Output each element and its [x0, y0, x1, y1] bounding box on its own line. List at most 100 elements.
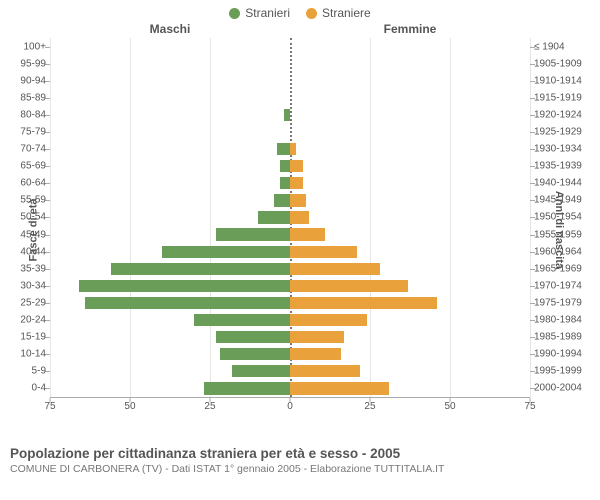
birth-label: 1935-1939: [534, 161, 596, 172]
age-label: 5-9: [6, 366, 46, 377]
bar-female: [290, 228, 325, 240]
legend-swatch-female: [306, 8, 317, 19]
bar-male: [232, 365, 290, 377]
age-label: 85-89: [6, 92, 46, 103]
birth-label: 1995-1999: [534, 366, 596, 377]
bar-row: 55-591945-1949: [50, 192, 530, 209]
birth-label: 1960-1964: [534, 246, 596, 257]
legend-label-male: Stranieri: [245, 6, 290, 20]
x-tick-label: 25: [204, 401, 215, 412]
bar-row: 5-91995-1999: [50, 363, 530, 380]
age-label: 75-79: [6, 127, 46, 138]
bar-female: [290, 331, 344, 343]
header-female: Femmine: [290, 22, 530, 36]
birth-label: 1945-1949: [534, 195, 596, 206]
bar-female: [290, 177, 303, 189]
legend-swatch-male: [229, 8, 240, 19]
x-tick-label: 75: [44, 401, 55, 412]
x-tick-label: 50: [444, 401, 455, 412]
bar-female: [290, 382, 389, 394]
bar-male: [111, 263, 290, 275]
age-label: 65-69: [6, 161, 46, 172]
chart-title: Popolazione per cittadinanza straniera p…: [10, 446, 590, 461]
birth-label: 1905-1909: [534, 58, 596, 69]
bar-male: [216, 331, 290, 343]
legend-item-female: Straniere: [306, 6, 371, 20]
age-label: 55-59: [6, 195, 46, 206]
legend-item-male: Stranieri: [229, 6, 290, 20]
bar-male: [277, 143, 290, 155]
bar-female: [290, 143, 296, 155]
bar-row: 50-541950-1954: [50, 209, 530, 226]
age-label: 25-29: [6, 297, 46, 308]
birth-label: 1955-1959: [534, 229, 596, 240]
bar-row: 15-191985-1989: [50, 329, 530, 346]
bar-female: [290, 263, 380, 275]
birth-label: 1915-1919: [534, 92, 596, 103]
column-headers: Maschi Femmine: [0, 20, 600, 38]
bar-rows: 100+≤ 190495-991905-190990-941910-191485…: [50, 38, 530, 397]
birth-label: 1910-1914: [534, 75, 596, 86]
x-tick-label: 75: [524, 401, 535, 412]
birth-label: 1950-1954: [534, 212, 596, 223]
legend-label-female: Straniere: [322, 6, 371, 20]
birth-label: 1930-1934: [534, 144, 596, 155]
birth-label: 1940-1944: [534, 178, 596, 189]
birth-label: 1970-1974: [534, 280, 596, 291]
bar-row: 30-341970-1974: [50, 277, 530, 294]
age-label: 95-99: [6, 58, 46, 69]
bar-male: [162, 246, 290, 258]
x-tick-label: 25: [364, 401, 375, 412]
bar-male: [204, 382, 290, 394]
bar-female: [290, 365, 360, 377]
birth-label: 1990-1994: [534, 349, 596, 360]
bar-row: 25-291975-1979: [50, 294, 530, 311]
x-tick-label: 50: [124, 401, 135, 412]
age-label: 90-94: [6, 75, 46, 86]
birth-label: 1965-1969: [534, 263, 596, 274]
age-label: 45-49: [6, 229, 46, 240]
birth-label: ≤ 1904: [534, 41, 596, 52]
chart-subtitle: COMUNE DI CARBONERA (TV) - Dati ISTAT 1°…: [10, 463, 590, 475]
bar-male: [220, 348, 290, 360]
birth-label: 2000-2004: [534, 383, 596, 394]
bar-female: [290, 348, 341, 360]
age-label: 35-39: [6, 263, 46, 274]
bar-row: 35-391965-1969: [50, 260, 530, 277]
bar-male: [85, 297, 290, 309]
bar-male: [216, 228, 290, 240]
age-label: 10-14: [6, 349, 46, 360]
age-label: 40-44: [6, 246, 46, 257]
bar-female: [290, 211, 309, 223]
bar-male: [79, 280, 290, 292]
age-label: 100+: [6, 41, 46, 52]
age-label: 15-19: [6, 332, 46, 343]
bar-female: [290, 160, 303, 172]
bar-male: [194, 314, 290, 326]
bar-female: [290, 194, 306, 206]
header-male: Maschi: [50, 22, 290, 36]
bar-row: 45-491955-1959: [50, 226, 530, 243]
birth-label: 1920-1924: [534, 109, 596, 120]
footer: Popolazione per cittadinanza straniera p…: [0, 440, 600, 475]
bar-row: 40-441960-1964: [50, 243, 530, 260]
pyramid-chart: Maschi Femmine Fasce di età Anni di nasc…: [0, 20, 600, 440]
x-axis: 7550250255075: [50, 398, 530, 418]
plot-area: 100+≤ 190495-991905-190990-941910-191485…: [50, 38, 530, 398]
bar-female: [290, 280, 408, 292]
bar-row: 70-741930-1934: [50, 141, 530, 158]
bar-female: [290, 297, 437, 309]
bar-row: 85-891915-1919: [50, 89, 530, 106]
bar-male: [284, 109, 290, 121]
bar-row: 75-791925-1929: [50, 123, 530, 140]
bar-male: [258, 211, 290, 223]
bar-male: [280, 177, 290, 189]
age-label: 20-24: [6, 315, 46, 326]
birth-label: 1985-1989: [534, 332, 596, 343]
birth-label: 1975-1979: [534, 297, 596, 308]
bar-row: 20-241980-1984: [50, 312, 530, 329]
bar-row: 10-141990-1994: [50, 346, 530, 363]
bar-row: 80-841920-1924: [50, 106, 530, 123]
legend: Stranieri Straniere: [0, 0, 600, 20]
birth-label: 1925-1929: [534, 127, 596, 138]
